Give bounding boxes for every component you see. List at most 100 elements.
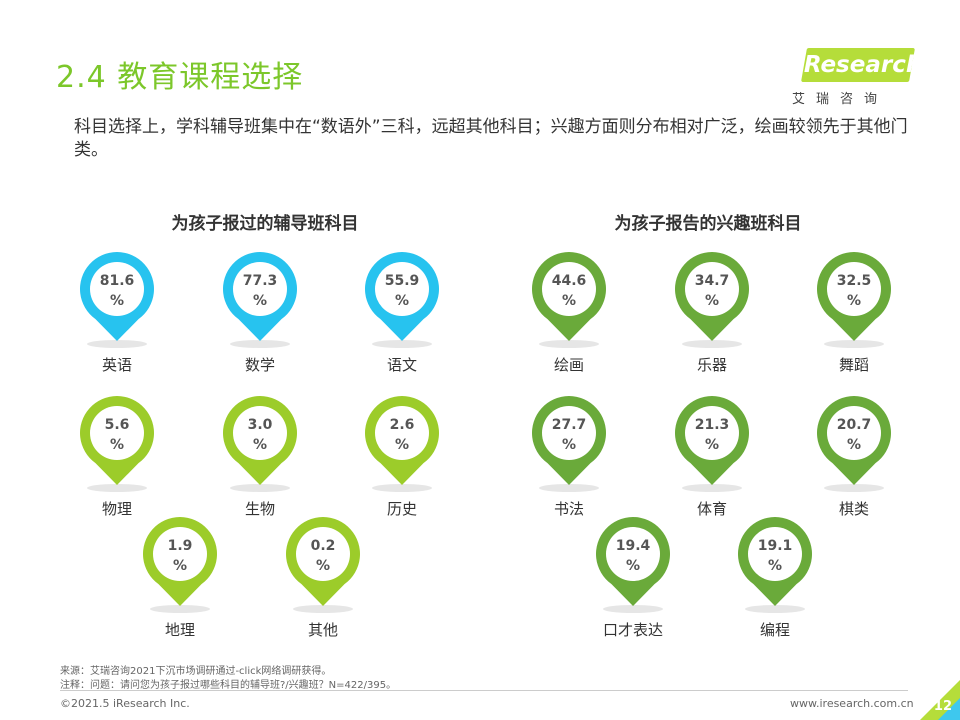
pin-inner-circle: [827, 262, 881, 316]
category-label: 英语: [102, 356, 132, 374]
category-label: 数学: [245, 356, 275, 374]
pin-inner-circle: [827, 406, 881, 460]
pin-inner-circle: [296, 527, 350, 581]
value-label: 2.6: [390, 417, 415, 433]
pin-1-2: 32.5% 舞蹈: [817, 251, 892, 374]
unit-label: %: [562, 293, 576, 309]
unit-label: %: [110, 437, 124, 453]
pin-inner-circle: [90, 262, 144, 316]
unit-label: %: [395, 293, 409, 309]
pin-shadow: [824, 484, 884, 492]
category-label: 地理: [165, 621, 195, 639]
pin-0-7: 0.2% 其他: [286, 517, 361, 639]
unit-label: %: [705, 437, 719, 453]
value-label: 19.1: [758, 538, 793, 554]
value-label: 3.0: [248, 417, 273, 433]
unit-label: %: [316, 558, 330, 574]
logo-subtitle: 艾瑞咨询: [792, 92, 889, 107]
value-label: 20.7: [837, 417, 872, 433]
pin-shadow: [682, 484, 742, 492]
pin-shadow: [230, 484, 290, 492]
iresearch-logo: iResearch 艾瑞咨询: [790, 48, 923, 110]
pin-shadow: [745, 605, 805, 613]
value-label: 1.9: [168, 538, 193, 554]
pin-0-0: 81.6% 英语: [80, 251, 154, 374]
copyright: ©2021.5 iResearch Inc.: [60, 697, 190, 710]
pin-0-4: 3.0% 生物: [223, 396, 297, 518]
category-label: 舞蹈: [839, 356, 869, 374]
value-label: 5.6: [105, 417, 130, 433]
chart-title-tutoring: 为孩子报过的辅导班科目: [171, 214, 359, 234]
intro-text: 科目选择上，学科辅导班集中在“数语外”三科，远超其他科目；兴趣方面则分布相对广泛…: [74, 117, 908, 160]
pin-1-7: 19.1% 编程: [737, 517, 812, 639]
category-label: 物理: [102, 500, 132, 518]
logo-text: iResearch: [796, 52, 923, 78]
pin-shadow: [824, 340, 884, 348]
pin-inner-circle: [685, 262, 739, 316]
pin-inner-circle: [542, 262, 596, 316]
pin-1-3: 27.7% 书法: [532, 395, 606, 518]
value-label: 19.4: [616, 538, 651, 554]
pin-0-6: 1.9% 地理: [143, 517, 218, 639]
unit-label: %: [768, 558, 782, 574]
unit-label: %: [847, 437, 861, 453]
unit-label: %: [562, 437, 576, 453]
pin-1-5: 20.7% 棋类: [817, 396, 892, 518]
pin-1-1: 34.7% 乐器: [675, 251, 750, 374]
category-label: 其他: [308, 621, 338, 639]
unit-label: %: [626, 558, 640, 574]
value-label: 44.6: [552, 273, 587, 289]
unit-label: %: [253, 437, 267, 453]
category-label: 历史: [387, 500, 417, 518]
unit-label: %: [705, 293, 719, 309]
category-label: 语文: [387, 356, 417, 374]
pin-inner-circle: [233, 406, 287, 460]
corner-decoration-inner: [938, 698, 960, 720]
pin-0-3: 5.6% 物理: [80, 396, 155, 518]
pin-inner-circle: [748, 527, 802, 581]
unit-label: %: [253, 293, 267, 309]
pin-inner-circle: [375, 406, 429, 460]
category-label: 口才表达: [603, 621, 663, 639]
pin-shadow: [372, 484, 432, 492]
pin-inner-circle: [233, 262, 287, 316]
pin-inner-circle: [685, 406, 739, 460]
pin-0-5: 2.6% 历史: [365, 395, 439, 518]
pin-inner-circle: [375, 262, 429, 316]
value-label: 21.3: [695, 417, 730, 433]
category-label: 体育: [697, 500, 727, 518]
pin-inner-circle: [90, 406, 144, 460]
pin-1-6: 19.4% 口才表达: [596, 517, 670, 639]
value-label: 55.9: [385, 273, 420, 289]
pin-inner-circle: [606, 527, 660, 581]
pin-shadow: [539, 484, 599, 492]
value-label: 34.7: [695, 273, 730, 289]
pin-0-2: 55.9% 语文: [365, 251, 439, 374]
pin-shadow: [293, 605, 353, 613]
value-label: 81.6: [100, 273, 135, 289]
unit-label: %: [173, 558, 187, 574]
pin-shadow: [87, 484, 147, 492]
page-number: 12: [933, 699, 952, 714]
question-note: 注释：问题：请问您为孩子报过哪些科目的辅导班?/兴趣班？N=422/395。: [60, 680, 397, 691]
website: www.iresearch.com.cn: [790, 697, 914, 710]
unit-label: %: [847, 293, 861, 309]
pin-shadow: [230, 340, 290, 348]
pin-shadow: [372, 340, 432, 348]
unit-label: %: [110, 293, 124, 309]
pin-1-0: 44.6% 绘画: [532, 251, 606, 374]
pin-shadow: [150, 605, 210, 613]
value-label: 77.3: [243, 273, 278, 289]
category-label: 乐器: [697, 356, 727, 374]
pin-inner-circle: [542, 406, 596, 460]
pin-0-1: 77.3% 数学: [223, 251, 297, 374]
pin-1-4: 21.3% 体育: [675, 396, 750, 518]
category-label: 书法: [554, 500, 584, 518]
footer-divider: [60, 690, 908, 691]
value-label: 27.7: [552, 417, 587, 433]
category-label: 绘画: [554, 356, 584, 374]
source-note: 来源：艾瑞咨询2021下沉市场调研通过-click网络调研获得。: [60, 666, 332, 677]
category-label: 棋类: [839, 500, 869, 518]
pin-shadow: [539, 340, 599, 348]
